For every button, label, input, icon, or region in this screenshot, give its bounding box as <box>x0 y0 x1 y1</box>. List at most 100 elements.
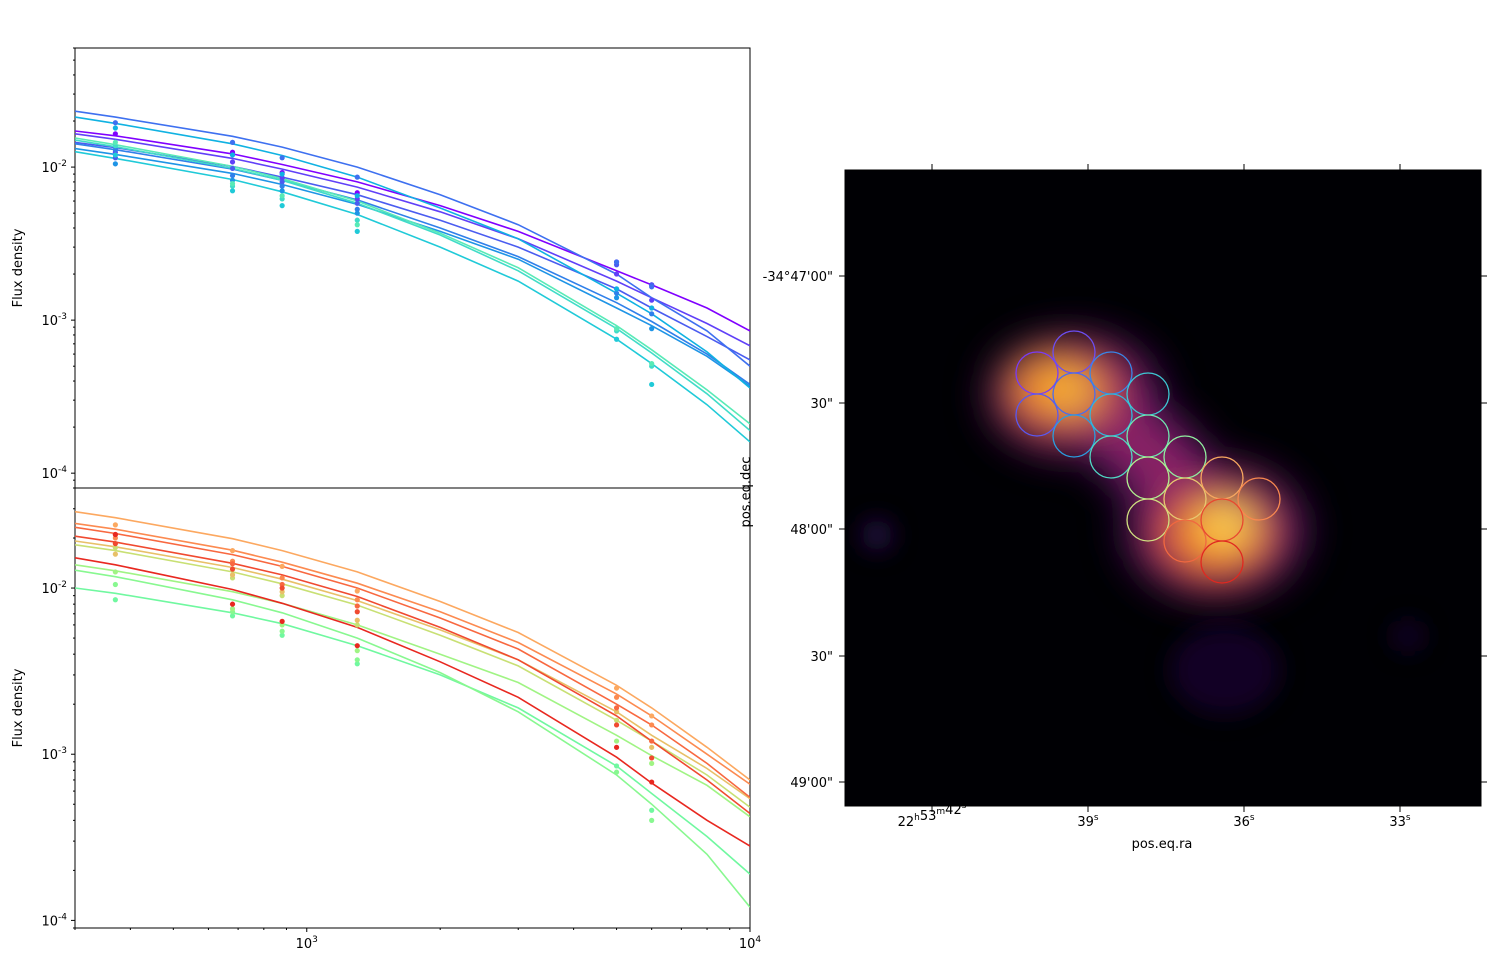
data-point-1-7-4 <box>613 705 620 711</box>
data-point-0-1-2 <box>279 175 285 181</box>
y-tick-label-1-1: 10-3 <box>41 746 67 763</box>
data-point-0-4-4 <box>613 290 620 296</box>
data-point-0-5-3 <box>354 210 360 216</box>
series-line-1-3 <box>75 544 750 808</box>
series-line-1-4 <box>75 540 750 800</box>
aperture-circle-16 <box>1163 519 1207 563</box>
data-point-0-7-1 <box>229 188 236 194</box>
data-point-1-3-2 <box>279 593 285 599</box>
data-point-1-0-5 <box>649 807 655 813</box>
series-line-0-8 <box>75 139 750 432</box>
data-point-0-2-3 <box>354 200 360 206</box>
data-point-1-9-0 <box>112 531 118 538</box>
data-point-0-9-5 <box>649 360 655 367</box>
data-point-1-7-3 <box>354 603 360 609</box>
y-tick-label-0-1: 10-3 <box>41 312 67 329</box>
data-point-1-9-5 <box>649 779 655 785</box>
data-point-0-7-3 <box>354 228 360 234</box>
data-point-0-6-3 <box>354 193 360 199</box>
data-point-1-3-4 <box>613 717 620 723</box>
series-line-0-0 <box>75 130 750 332</box>
data-point-0-5-0 <box>112 161 118 167</box>
data-point-0-2-1 <box>229 165 236 172</box>
data-point-1-2-4 <box>613 738 620 744</box>
data-point-0-4-5 <box>649 311 655 317</box>
data-point-1-6-3 <box>354 597 360 603</box>
data-point-1-2-1 <box>229 606 236 612</box>
series-line-1-8 <box>75 535 750 815</box>
data-point-1-8-4 <box>613 722 620 728</box>
data-point-0-9-1 <box>229 181 236 187</box>
data-point-0-1-4 <box>613 271 620 277</box>
image-y-tick-label-1: 30" <box>810 397 833 412</box>
image-x-tick-label-1: 39s <box>1077 813 1099 830</box>
data-point-1-9-4 <box>613 744 620 750</box>
data-point-1-4-3 <box>354 617 360 623</box>
aperture-circle-15 <box>1237 477 1281 521</box>
aperture-circle-18 <box>1200 540 1244 584</box>
heatmap <box>861 333 1424 715</box>
image-x-tick-label-3: 33s <box>1389 813 1411 830</box>
data-point-0-1-1 <box>229 159 236 165</box>
series-line-1-7 <box>75 526 750 799</box>
data-point-0-8-3 <box>354 217 360 223</box>
data-point-1-8-3 <box>354 609 360 615</box>
data-point-0-3-2 <box>279 155 285 161</box>
data-point-1-4-5 <box>649 744 655 750</box>
series-line-0-4 <box>75 143 750 386</box>
aperture-circle-8 <box>1089 435 1133 479</box>
data-point-0-4-0 <box>112 147 118 153</box>
data-point-0-9-4 <box>613 326 620 332</box>
x-tick-label-1-0: 103 <box>296 935 318 952</box>
data-point-1-6-2 <box>279 575 285 581</box>
data-point-1-9-1 <box>229 601 236 607</box>
image-xlabel: pos.eq.ra <box>1132 837 1193 852</box>
series-line-0-3 <box>75 110 750 367</box>
data-point-0-9-2 <box>279 193 285 199</box>
y-tick-label-1-2: 10-2 <box>41 580 67 597</box>
image-y-tick-label-4: 49'00" <box>790 776 833 791</box>
data-point-0-7-4 <box>613 336 620 342</box>
data-point-1-9-2 <box>279 618 285 624</box>
data-point-0-6-5 <box>649 305 655 311</box>
image-panel: -34°47'00" 30" 48'00" 30" 49'00" 22h53m42s 39s… <box>739 164 1487 852</box>
data-point-0-7-0 <box>112 152 118 158</box>
data-point-0-9-3 <box>354 222 360 228</box>
image-y-tick-label-0: -34°47'00" <box>763 270 833 285</box>
data-point-0-1-5 <box>649 297 655 303</box>
data-point-0-9-0 <box>112 139 118 145</box>
data-point-1-6-5 <box>649 722 655 728</box>
y-tick-label-0-2: 10-2 <box>41 159 67 176</box>
data-point-1-8-0 <box>112 541 118 547</box>
image-y-tick-label-2: 48'00" <box>790 523 833 538</box>
data-point-0-4-2 <box>279 183 285 189</box>
data-point-1-3-3 <box>354 622 360 628</box>
data-point-1-9-3 <box>354 643 360 649</box>
data-point-0-3-3 <box>354 174 360 180</box>
image-x-tick-label-0: 22h53m42s <box>898 801 967 830</box>
data-point-1-5-2 <box>279 563 285 569</box>
data-point-0-6-1 <box>229 152 236 158</box>
series-line-1-0 <box>75 587 750 875</box>
data-point-0-3-1 <box>229 139 236 145</box>
image-ylabel: pos.eq.dec <box>739 457 754 528</box>
data-point-1-3-0 <box>112 545 118 551</box>
series-line-0-6 <box>75 116 750 389</box>
data-point-1-4-1 <box>229 572 236 578</box>
data-point-1-1-4 <box>613 769 620 775</box>
data-point-0-3-5 <box>649 284 655 290</box>
data-point-1-2-3 <box>354 648 360 654</box>
ylabel-bottom: Flux density <box>11 668 26 747</box>
data-point-1-5-5 <box>649 713 655 719</box>
data-point-0-7-5 <box>649 381 655 388</box>
y-tick-label-1-0: 10-4 <box>41 912 67 929</box>
data-point-0-6-4 <box>613 286 620 292</box>
data-point-1-0-4 <box>613 763 620 769</box>
data-point-1-8-5 <box>649 755 655 761</box>
data-point-1-8-2 <box>279 585 285 591</box>
data-point-0-4-1 <box>229 172 236 179</box>
aperture-group <box>1015 330 1281 584</box>
plot-frame-top <box>74 47 751 489</box>
data-point-1-5-3 <box>354 588 360 594</box>
series-line-1-5 <box>75 510 750 781</box>
